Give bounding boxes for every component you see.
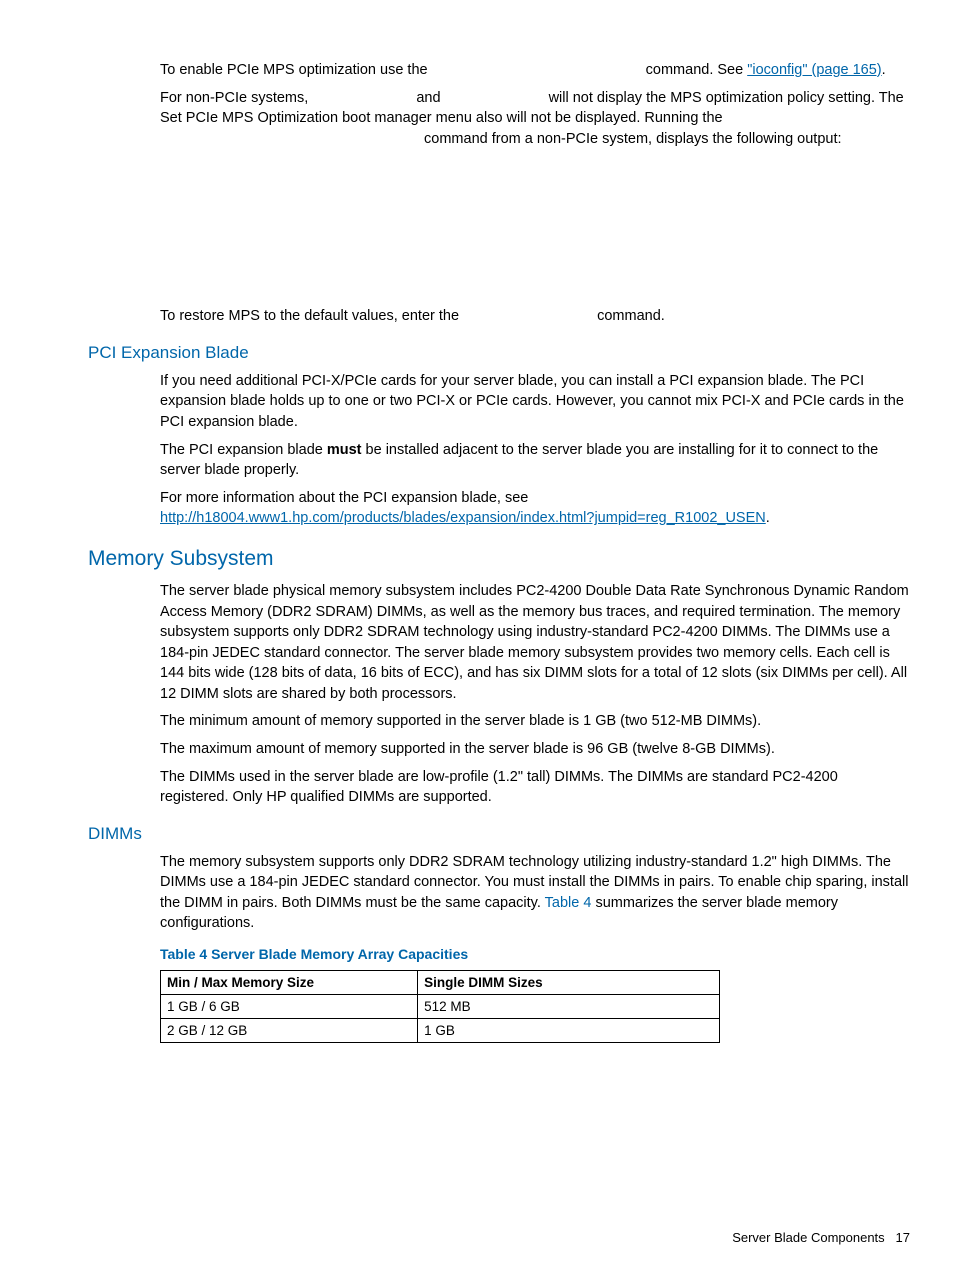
table-row: 1 GB / 6 GB 512 MB [161, 995, 720, 1019]
paragraph-pci-intro: If you need additional PCI-X/PCIe cards … [160, 371, 910, 433]
text: The PCI expansion blade [160, 442, 327, 458]
paragraph-mps-enable: To enable PCIe MPS optimization use the … [160, 60, 910, 81]
paragraph-min-memory: The minimum amount of memory supported i… [160, 711, 910, 732]
heading-dimms: DIMMs [88, 824, 910, 844]
memory-section-body: The server blade physical memory subsyst… [160, 581, 910, 808]
paragraph-dimm-profile: The DIMMs used in the server blade are l… [160, 767, 910, 808]
table-row: 2 GB / 12 GB 1 GB [161, 1019, 720, 1043]
text: command. [593, 308, 665, 324]
document-page: To enable PCIe MPS optimization use the … [0, 0, 954, 1271]
table-4-ref[interactable]: Table 4 [545, 895, 592, 911]
table-header-row: Min / Max Memory Size Single DIMM Sizes [161, 971, 720, 995]
table-title: Table 4 Server Blade Memory Array Capaci… [160, 946, 910, 962]
ioconfig-link[interactable]: "ioconfig" (page 165) [747, 62, 881, 78]
text: For non-PCIe systems, [160, 90, 312, 106]
paragraph-pci-link: For more information about the PCI expan… [160, 488, 910, 529]
table-header: Min / Max Memory Size [161, 971, 418, 995]
pci-section-body: If you need additional PCI-X/PCIe cards … [160, 371, 910, 529]
heading-memory-subsystem: Memory Subsystem [88, 547, 910, 571]
text: To restore MPS to the default values, en… [160, 308, 463, 324]
code-output-placeholder [160, 156, 910, 306]
footer-page-number: 17 [896, 1230, 910, 1245]
bold-must: must [327, 442, 362, 458]
paragraph-mps-restore: To restore MPS to the default values, en… [160, 306, 910, 327]
footer-section: Server Blade Components [732, 1230, 884, 1245]
table-cell: 2 GB / 12 GB [161, 1019, 418, 1043]
paragraph-max-memory: The maximum amount of memory supported i… [160, 739, 910, 760]
text: . [766, 510, 770, 526]
text: and [412, 90, 444, 106]
text: To enable PCIe MPS optimization use the [160, 62, 432, 78]
paragraph-non-pcie: For non-PCIe systems, and will not displ… [160, 88, 910, 150]
table-cell: 1 GB / 6 GB [161, 995, 418, 1019]
heading-pci-expansion-blade: PCI Expansion Blade [88, 343, 910, 363]
paragraph-pci-must: The PCI expansion blade must be installe… [160, 440, 910, 481]
page-footer: Server Blade Components 17 [732, 1230, 910, 1245]
text: . [882, 62, 886, 78]
memory-capacity-table: Min / Max Memory Size Single DIMM Sizes … [160, 970, 720, 1043]
table-cell: 512 MB [418, 995, 720, 1019]
table-cell: 1 GB [418, 1019, 720, 1043]
body-text-block: To enable PCIe MPS optimization use the … [160, 60, 910, 327]
hp-products-link[interactable]: http://h18004.www1.hp.com/products/blade… [160, 510, 766, 526]
text: For more information about the PCI expan… [160, 490, 528, 506]
text: command. See [642, 62, 748, 78]
paragraph-dimms-desc: The memory subsystem supports only DDR2 … [160, 852, 910, 934]
paragraph-memory-desc: The server blade physical memory subsyst… [160, 581, 910, 704]
dimms-section-body: The memory subsystem supports only DDR2 … [160, 852, 910, 1043]
text: command from a non-PCIe system, displays… [420, 131, 842, 147]
table-header: Single DIMM Sizes [418, 971, 720, 995]
